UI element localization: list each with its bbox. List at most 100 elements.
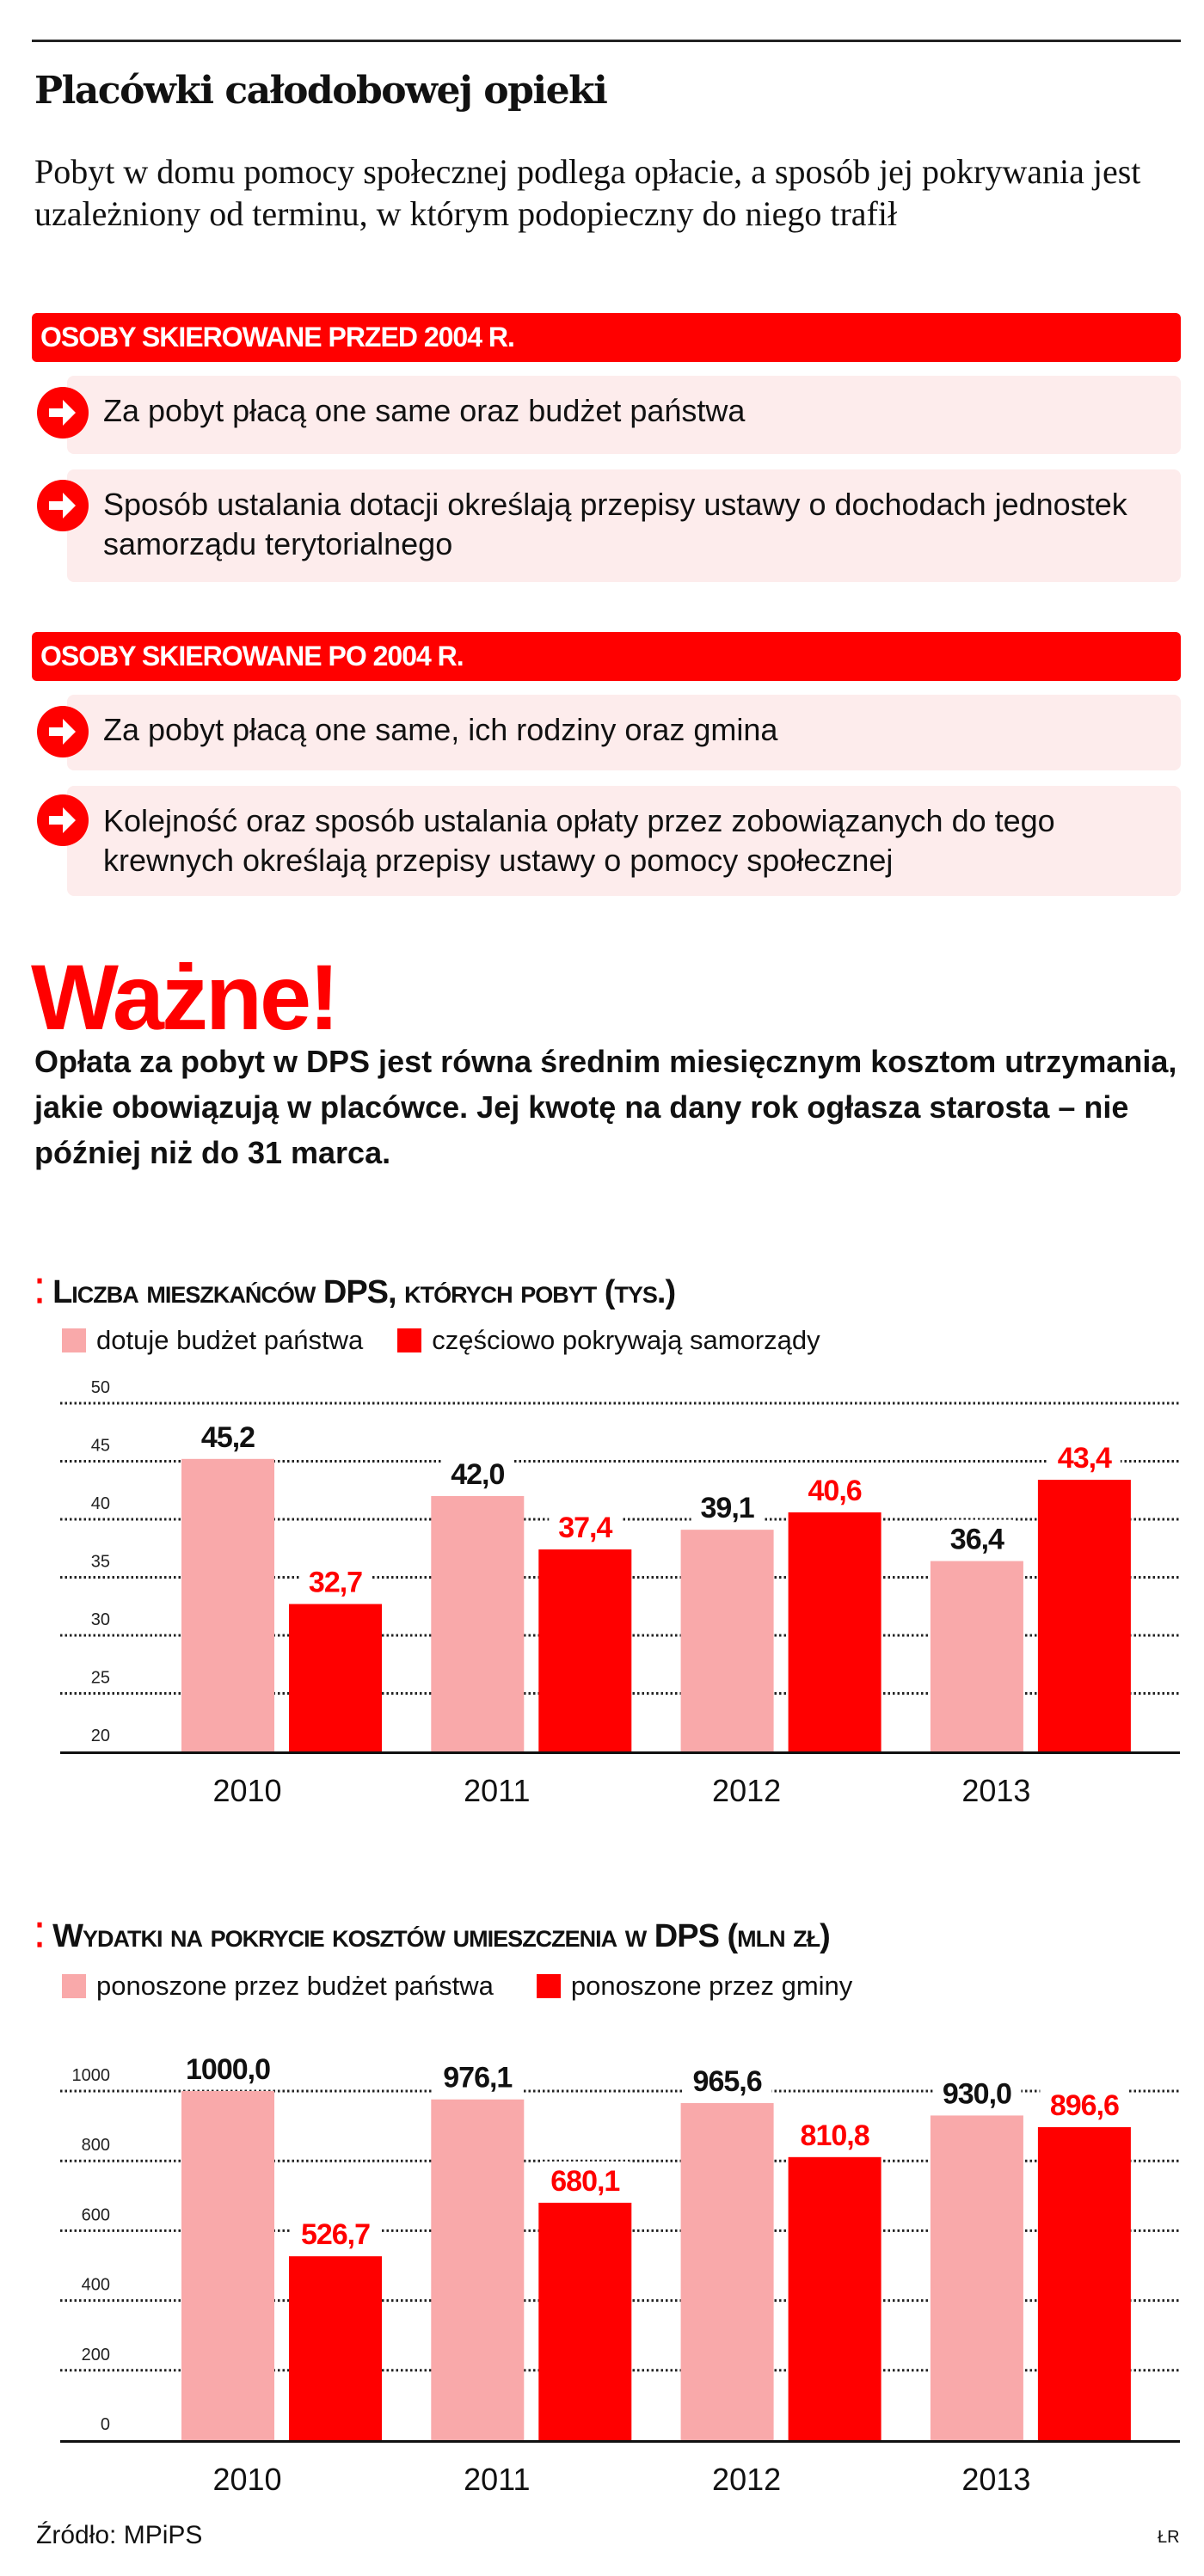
y-tick-label: 35 [91, 1553, 110, 1572]
chart-2-title: ⁚ Wydatki na pokrycie kosztów umieszczeni… [34, 1917, 831, 1955]
bar-2011-red [538, 2202, 632, 2440]
top-rule [32, 40, 1181, 42]
y-tick-label: 50 [91, 1378, 110, 1397]
x-tick-label: 2012 [712, 1773, 781, 1808]
y-tick-label: 0 [101, 2415, 110, 2434]
data-label: 36,4 [950, 1524, 1004, 1556]
list-item-text: Kolejność oraz sposób ustalania opłaty p… [103, 803, 1055, 878]
data-label: 965,6 [693, 2065, 762, 2098]
legend-label: ponoszone przez budżet państwa [96, 1971, 494, 2001]
y-tick-label: 1000 [72, 2066, 111, 2085]
data-label-bg [932, 2074, 1022, 2109]
list-item: Sposób ustalania dotacji określają przep… [67, 469, 1181, 582]
x-tick-label: 2013 [961, 1773, 1030, 1808]
y-tick-label: 45 [91, 1437, 110, 1456]
arrow-right-circle-icon [37, 387, 89, 439]
data-label: 40,6 [808, 1475, 862, 1507]
chart-1-legend: dotuje budżet państwa częściowo pokrywaj… [62, 1325, 855, 1356]
dots-icon: ⁚ [34, 1274, 45, 1310]
bar-2010-pink [181, 1458, 274, 1751]
data-label: 896,6 [1050, 2089, 1119, 2122]
legend-swatch-state [62, 1328, 86, 1352]
y-tick-label: 200 [82, 2346, 110, 2364]
data-label-bg [433, 2058, 522, 2093]
arrow-right-circle-icon [37, 480, 89, 531]
data-label: 810,8 [801, 2119, 869, 2152]
bar-2013-red [1037, 2126, 1131, 2440]
legend-label: częściowo pokrywają samorządy [432, 1325, 820, 1355]
legend-swatch-municipal [536, 1974, 561, 1998]
arrow-right-circle-icon [37, 794, 89, 846]
data-label-bg [549, 1508, 622, 1543]
chart-2-title-text: Wydatki na pokrycie kosztów umieszczenia… [52, 1918, 831, 1954]
section-banner-after-2004: OSOBY SKIEROWANE PO 2004 R. [32, 632, 1181, 681]
important-heading: Ważne! [31, 945, 340, 1049]
data-label: 45,2 [201, 1421, 255, 1454]
bar-2010-red [289, 2256, 382, 2440]
dots-icon: ⁚ [34, 1918, 45, 1954]
data-label: 39,1 [701, 1492, 754, 1524]
y-tick-label: 400 [82, 2276, 110, 2295]
data-label: 1000,0 [186, 2053, 270, 2086]
chart-1: 20 25 30 35 40 45 50 45,2 32,7 2010 42,0 37,4 2011 39… [60, 1378, 1180, 1808]
x-tick-label: 2011 [464, 2462, 530, 2497]
data-label-bg [1040, 2085, 1129, 2120]
bar-2012-red [788, 2156, 882, 2440]
x-tick-label: 2011 [464, 1773, 530, 1808]
chart-2: 0 200 400 600 800 1000 1000,0 526,7 2010 976,1 680… [60, 2050, 1180, 2497]
bar-2013-pink [930, 1561, 1023, 1751]
page-title: Placówki całodobowej opieki [34, 69, 608, 113]
bar-2011-red [538, 1549, 632, 1751]
list-item: Kolejność oraz sposób ustalania opłaty p… [67, 786, 1181, 896]
y-tick-label: 40 [91, 1494, 110, 1513]
data-label-bg [291, 2215, 380, 2250]
chart-2-legend: ponoszone przez budżet państwa ponoszone… [62, 1971, 887, 2002]
data-label-bg [683, 2061, 772, 2096]
bar-2012-pink [680, 2102, 774, 2440]
data-label: 43,4 [1058, 1442, 1112, 1475]
data-label: 37,4 [558, 1512, 612, 1544]
data-label-bg [175, 2050, 280, 2084]
list-item-text: Za pobyt płacą one same, ich rodziny ora… [103, 712, 778, 747]
y-tick-label: 600 [82, 2205, 110, 2224]
data-label: 680,1 [550, 2165, 619, 2198]
bar-2013-red [1037, 1480, 1131, 1751]
data-label-bg [940, 1519, 1013, 1555]
section-banner-before-2004: OSOBY SKIEROWANE PRZED 2004 R. [32, 313, 1181, 362]
data-label-bg [790, 2115, 880, 2150]
bar-2012-red [788, 1512, 882, 1751]
chart-1-title-text: Liczba mieszkańców DPS, których pobyt (t… [52, 1274, 676, 1310]
bar-2011-pink [431, 2099, 525, 2440]
data-label-bg [691, 1488, 764, 1524]
legend-swatch-state [62, 1974, 86, 1998]
legend-label: ponoszone przez gminy [570, 1971, 853, 2001]
y-tick-label: 25 [91, 1669, 110, 1688]
source-note: Źródło: MPiPS [36, 2521, 203, 2549]
list-item: Za pobyt płacą one same, ich rodziny ora… [67, 695, 1181, 770]
bar-2013-pink [930, 2115, 1023, 2440]
bar-2010-red [289, 1604, 382, 1751]
list-item-text: Sposób ustalania dotacji określają przep… [103, 487, 1127, 561]
data-label-bg [441, 1455, 514, 1489]
data-label: 32,7 [309, 1567, 362, 1599]
list-item: Za pobyt płacą one same oraz budżet pańs… [67, 376, 1181, 454]
x-tick-label: 2010 [212, 1773, 281, 1808]
bar-2010-pink [181, 2091, 274, 2440]
data-label-bg [299, 1562, 372, 1598]
x-tick-label: 2012 [712, 2462, 781, 2497]
list-item-text: Za pobyt płacą one same oraz budżet pańs… [103, 393, 746, 428]
chart-1-title: ⁚ Liczba mieszkańców DPS, których pobyt (… [34, 1273, 676, 1311]
data-label: 526,7 [301, 2218, 370, 2251]
arrow-right-circle-icon [37, 706, 89, 757]
data-label-bg [1047, 1438, 1121, 1474]
data-label: 976,1 [443, 2062, 512, 2095]
data-label: 930,0 [943, 2077, 1011, 2110]
data-label-bg [540, 2161, 630, 2196]
legend-swatch-local [397, 1328, 422, 1352]
page-subtitle: Pobyt w domu pomocy społecznej podlega o… [34, 152, 1141, 233]
bar-2012-pink [680, 1530, 774, 1751]
important-text: Opłata za pobyt w DPS jest równa średnim… [34, 1044, 1177, 1170]
data-label: 42,0 [451, 1458, 504, 1491]
bar-2011-pink [431, 1496, 525, 1751]
x-tick-label: 2010 [212, 2462, 281, 2497]
